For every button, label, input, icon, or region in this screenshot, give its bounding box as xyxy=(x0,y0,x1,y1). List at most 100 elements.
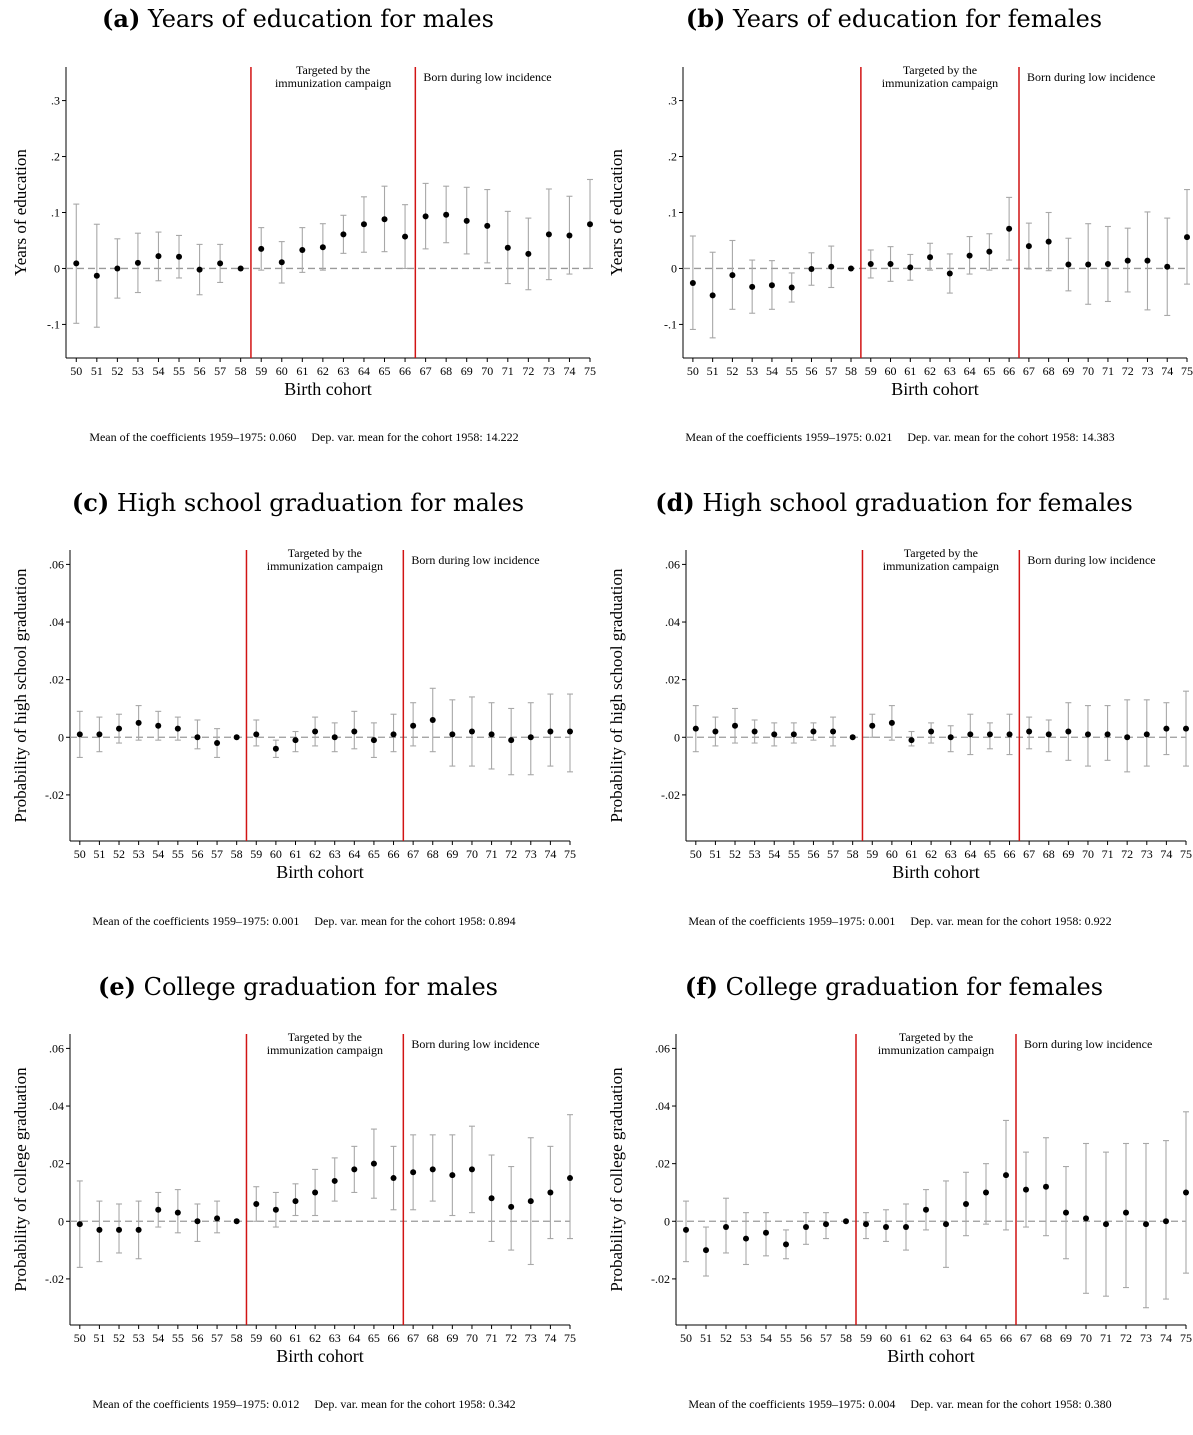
chart-title: College graduation for males xyxy=(143,973,498,1001)
dep-mean-value: 0.894 xyxy=(488,914,516,928)
x-tick-label: 61 xyxy=(900,1331,912,1345)
x-tick-label: 67 xyxy=(420,364,432,378)
data-point xyxy=(808,266,815,273)
x-tick-label: 55 xyxy=(788,847,800,861)
data-point xyxy=(402,233,409,240)
chart-panel-c: (c) High school graduation for males -.0… xyxy=(0,484,596,951)
data-point xyxy=(1006,731,1013,738)
x-tick-label: 69 xyxy=(1062,847,1074,861)
data-point xyxy=(587,221,593,228)
data-point xyxy=(823,1221,829,1228)
x-tick-label: 60 xyxy=(880,1331,892,1345)
x-tick-label: 63 xyxy=(940,1331,952,1345)
x-tick-label: 74 xyxy=(544,1331,556,1345)
x-tick-label: 67 xyxy=(1023,364,1035,378)
x-tick-label: 55 xyxy=(173,364,185,378)
data-point xyxy=(1023,1186,1029,1193)
data-point xyxy=(848,265,854,272)
data-point xyxy=(1103,1221,1109,1228)
region-label: immunization campaign xyxy=(267,559,383,573)
data-point xyxy=(1065,728,1072,735)
x-tick-label: 68 xyxy=(440,364,452,378)
x-tick-label: 71 xyxy=(502,364,514,378)
data-point xyxy=(1043,1183,1049,1190)
y-tick-label: .1 xyxy=(668,206,677,220)
region-label: immunization campaign xyxy=(275,76,391,90)
data-point xyxy=(73,260,80,267)
x-tick-label: 63 xyxy=(329,847,341,861)
x-tick-label: 68 xyxy=(427,847,439,861)
x-tick-label: 67 xyxy=(1023,847,1035,861)
x-tick-label: 52 xyxy=(720,1331,732,1345)
x-tick-label: 72 xyxy=(1120,1331,1132,1345)
x-tick-label: 54 xyxy=(152,364,164,378)
data-point xyxy=(253,731,260,738)
x-tick-label: 68 xyxy=(427,1331,439,1345)
data-point xyxy=(312,728,319,735)
data-point xyxy=(155,1206,162,1213)
x-tick-label: 64 xyxy=(358,364,370,378)
x-tick-label: 50 xyxy=(74,847,86,861)
data-point xyxy=(468,1166,475,1173)
data-point xyxy=(1025,243,1032,250)
y-axis-title: Probability of college graduation xyxy=(11,1067,30,1292)
data-point xyxy=(867,260,874,267)
data-point xyxy=(1065,261,1072,268)
data-point xyxy=(93,272,100,279)
x-tick-label: 51 xyxy=(700,1331,712,1345)
data-point xyxy=(194,1218,201,1225)
y-tick-label: .06 xyxy=(655,1041,670,1055)
data-point xyxy=(1124,257,1131,264)
mean-coef-value: 0.004 xyxy=(868,1397,896,1411)
x-tick-label: 56 xyxy=(191,1331,203,1345)
dep-mean-value: 14.383 xyxy=(1081,430,1115,444)
data-point xyxy=(174,725,181,732)
x-tick-label: 72 xyxy=(522,364,534,378)
y-tick-label: .02 xyxy=(655,1157,670,1171)
x-tick-label: 57 xyxy=(211,847,223,861)
y-tick-label: .06 xyxy=(665,557,680,571)
data-point xyxy=(488,731,495,738)
data-point xyxy=(463,217,470,224)
panel-title-b: (b) Years of education for females xyxy=(596,4,1192,33)
data-point xyxy=(381,216,388,223)
x-tick-label: 59 xyxy=(860,1331,872,1345)
x-tick-label: 75 xyxy=(1181,364,1193,378)
mean-coef-label: Mean of the coefficients 1959–1975: xyxy=(685,430,866,444)
data-point xyxy=(96,1226,103,1233)
x-tick-label: 65 xyxy=(983,364,995,378)
data-point xyxy=(443,211,450,218)
y-tick-label: 0 xyxy=(58,1214,64,1228)
mean-coef-label: Mean of the coefficients 1959–1975: xyxy=(89,430,270,444)
footnote-e: Mean of the coefficients 1959–1975: 0.01… xyxy=(0,1382,596,1427)
x-tick-label: 75 xyxy=(584,364,596,378)
x-tick-label: 57 xyxy=(820,1331,832,1345)
x-tick-label: 73 xyxy=(1141,847,1153,861)
x-tick-label: 72 xyxy=(505,1331,517,1345)
data-point xyxy=(351,1166,358,1173)
x-tick-label: 55 xyxy=(172,1331,184,1345)
region-label: Targeted by the xyxy=(903,63,977,77)
data-point xyxy=(155,253,162,260)
panel-letter: (a) xyxy=(102,4,141,33)
chart-panel-d: (d) High school graduation for females -… xyxy=(596,484,1192,951)
data-point xyxy=(863,1221,869,1228)
data-point xyxy=(547,728,554,735)
data-point xyxy=(547,1189,554,1196)
x-tick-label: 69 xyxy=(1062,364,1074,378)
dep-mean-label: Dep. var. mean for the cohort 1958: xyxy=(907,430,1082,444)
data-point xyxy=(883,1224,889,1231)
data-point xyxy=(967,731,974,738)
data-point xyxy=(114,265,121,272)
x-tick-label: 73 xyxy=(525,847,537,861)
data-point xyxy=(237,265,244,272)
data-point xyxy=(843,1218,849,1225)
x-tick-label: 66 xyxy=(1004,847,1016,861)
data-point xyxy=(508,1203,515,1210)
data-point xyxy=(1124,734,1131,741)
x-tick-label: 74 xyxy=(544,847,556,861)
chart-plot-e: -.02 0 .02 .04 .06 Targeted by theimmunizatio… xyxy=(11,1030,576,1366)
data-point xyxy=(1085,261,1092,268)
x-tick-label: 60 xyxy=(885,364,897,378)
data-point xyxy=(299,246,306,253)
